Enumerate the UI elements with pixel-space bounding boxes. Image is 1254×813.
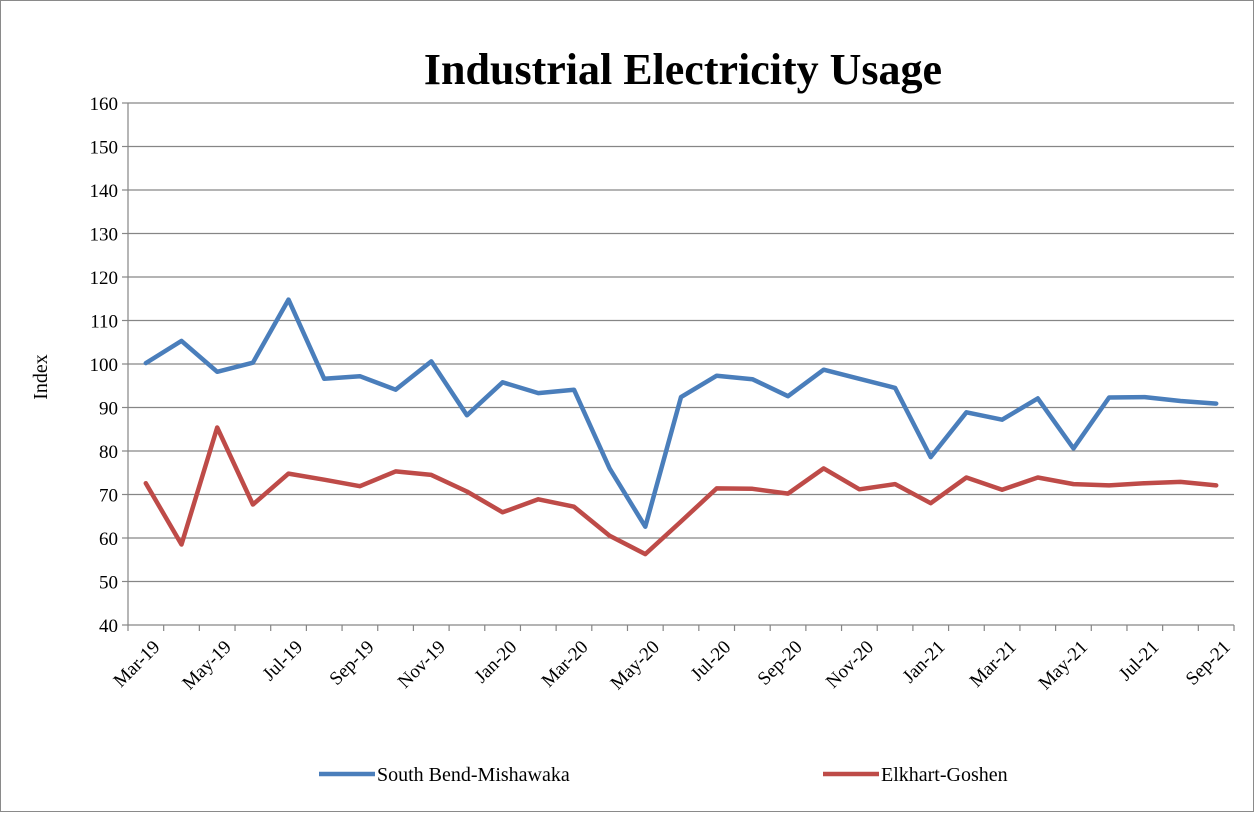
x-tick-label: Sep-19 xyxy=(326,637,379,690)
y-tick-label: 90 xyxy=(99,399,118,420)
y-tick-label: 60 xyxy=(99,529,118,550)
x-tick-label: Jul-19 xyxy=(259,637,307,685)
x-tick-label: Mar-20 xyxy=(538,637,593,692)
y-tick-label: 80 xyxy=(99,442,118,463)
x-tick-label: Nov-19 xyxy=(394,637,450,693)
x-tick-label: May-21 xyxy=(1035,637,1092,694)
y-tick-label: 150 xyxy=(90,138,119,159)
x-tick-label: Jan-20 xyxy=(471,637,522,688)
axes xyxy=(122,102,1235,631)
x-tick-label: May-19 xyxy=(178,637,235,694)
x-tick-label: Mar-19 xyxy=(110,637,165,692)
y-tick-label: 120 xyxy=(90,268,119,289)
y-tick-label: 140 xyxy=(90,181,119,202)
y-tick-label: 50 xyxy=(99,573,118,594)
legend-label-0: South Bend-Mishawaka xyxy=(377,764,570,786)
y-tick-label: 110 xyxy=(90,312,118,333)
x-tick-label: Sep-20 xyxy=(754,637,807,690)
x-tick-label: Jan-21 xyxy=(899,637,950,688)
legend: South Bend-Mishawaka Elkhart-Goshen xyxy=(319,764,1008,786)
y-axis-title: Index xyxy=(30,354,52,400)
y-tick-label: 160 xyxy=(90,94,119,115)
series-line-0 xyxy=(143,297,1219,529)
x-tick-labels: Mar-19 May-19 Jul-19 Sep-19 Nov-19 Jan-20 Mar-… xyxy=(110,637,1235,694)
series-line-1 xyxy=(143,425,1219,557)
x-tick-label: Nov-20 xyxy=(822,637,878,693)
x-tick-label: May-20 xyxy=(607,637,664,694)
y-tick-label: 130 xyxy=(90,225,119,246)
x-tick-label: Sep-21 xyxy=(1182,637,1235,690)
y-tick-label: 70 xyxy=(99,486,118,507)
legend-label-1: Elkhart-Goshen xyxy=(881,764,1008,786)
x-tick-label: Jul-21 xyxy=(1115,637,1163,685)
x-tick-label: Jul-20 xyxy=(687,637,735,685)
y-tick-labels: 40 50 60 70 80 90 100 110 120 130 140 150 160 xyxy=(90,94,119,637)
chart-title: Industrial Electricity Usage xyxy=(424,45,942,94)
y-tick-label: 100 xyxy=(90,355,119,376)
gridlines xyxy=(128,102,1234,583)
series-lines xyxy=(143,297,1219,557)
y-tick-label: 40 xyxy=(99,616,118,637)
x-tick-label: Mar-21 xyxy=(966,637,1021,692)
